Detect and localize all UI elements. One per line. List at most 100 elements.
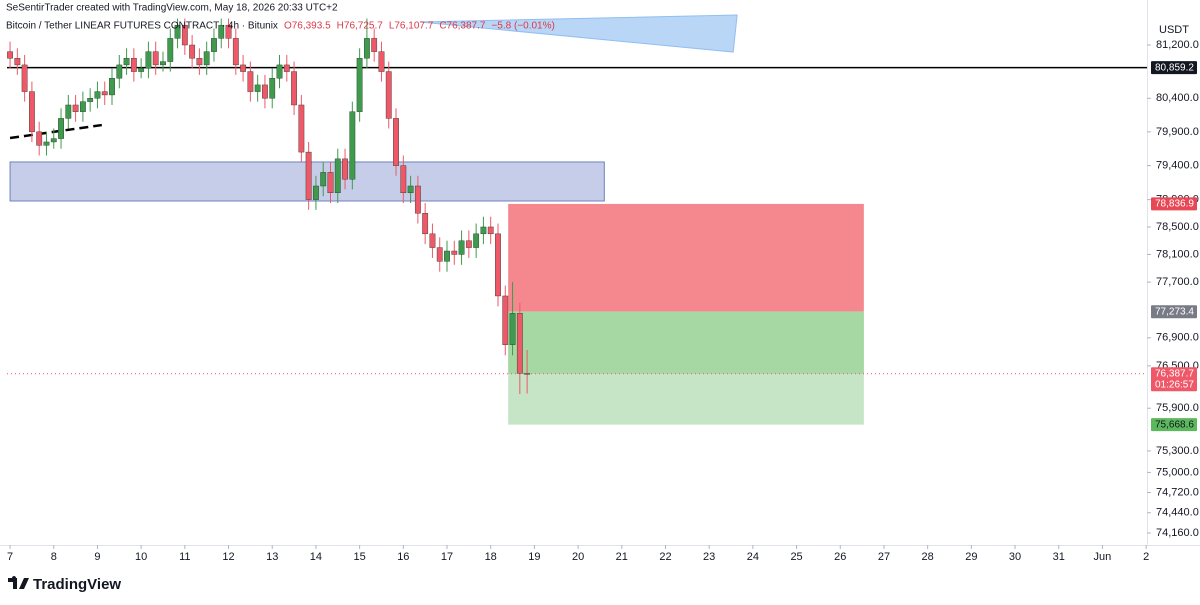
open-profit-zone	[508, 311, 864, 374]
candle-body	[473, 233, 480, 248]
y-tick-label: 78,500.0	[1156, 221, 1199, 233]
y-tick-label: 75,000.0	[1156, 466, 1199, 478]
candle-body	[79, 101, 86, 112]
x-tick-label: 18	[485, 551, 497, 563]
candle-body	[364, 38, 370, 59]
stop-label: 78,836.9	[1155, 199, 1194, 210]
candle-body	[58, 118, 64, 139]
candle-body	[342, 158, 348, 180]
y-tick-label: 75,900.0	[1156, 402, 1199, 414]
candle-body	[174, 24, 181, 39]
x-tick-label: 13	[266, 551, 278, 563]
candle-body	[444, 250, 450, 262]
plot-area	[7, 14, 1147, 425]
candle-body	[385, 71, 392, 119]
candle-body	[378, 51, 385, 72]
candle-body	[181, 24, 188, 46]
candle-body	[262, 84, 268, 99]
candle-body	[138, 68, 145, 72]
candle-body	[254, 84, 261, 92]
candle-body	[218, 24, 225, 39]
y-tick-label: 74,160.0	[1156, 527, 1199, 539]
candle-body	[298, 104, 305, 153]
candle-body	[436, 247, 443, 262]
candle-body	[50, 138, 57, 143]
candle-body	[516, 313, 523, 374]
y-tick-label: 75,300.0	[1156, 445, 1199, 457]
x-tick-label: 17	[441, 551, 453, 563]
candle-body	[7, 51, 13, 59]
candle-body	[487, 226, 494, 235]
candle-body	[101, 91, 108, 96]
candle-body	[116, 64, 123, 79]
candle-body	[407, 185, 414, 194]
x-tick-label: 31	[1053, 551, 1065, 563]
last-price-label-bg	[1151, 367, 1197, 392]
x-tick-label: 27	[878, 551, 890, 563]
y-tick-label: 77,700.0	[1156, 276, 1199, 288]
y-tick-label: 79,900.0	[1156, 126, 1199, 138]
candle-body	[240, 64, 246, 72]
wedge-drawing	[419, 14, 738, 53]
candle-body	[232, 38, 239, 66]
candle-body	[276, 64, 283, 79]
y-tick-label: 80,400.0	[1156, 92, 1199, 104]
x-tick-label: 24	[747, 551, 759, 563]
candle-body	[480, 226, 487, 235]
last-price-label: 76,387.7	[1155, 368, 1194, 379]
x-tick-label: 29	[965, 551, 977, 563]
candle-body	[225, 24, 232, 39]
candle-body	[291, 71, 297, 106]
candle-body	[269, 78, 276, 99]
x-tick-label: 16	[397, 551, 409, 563]
last-price-countdown: 01:26:57	[1155, 379, 1194, 390]
candle-body	[145, 51, 152, 69]
x-tick-label: 30	[1009, 551, 1021, 563]
hline-label-bg	[1151, 61, 1197, 75]
candle-body	[313, 185, 319, 200]
y-tick-label: 79,400.0	[1156, 160, 1199, 172]
candle-body	[29, 91, 35, 133]
candle-body	[189, 44, 196, 59]
x-tick-label: Jun	[1094, 551, 1112, 563]
candle-body	[43, 141, 50, 146]
x-tick-label: 12	[222, 551, 234, 563]
x-tick-label: 28	[922, 551, 934, 563]
ohlc-value: H76,725.7	[337, 21, 384, 32]
x-tick-label: 26	[834, 551, 846, 563]
candle-body	[502, 295, 509, 345]
ohlc-value: L76,107.7	[389, 21, 434, 32]
candle-body	[130, 58, 137, 72]
candle-body	[320, 172, 327, 187]
candle-body	[196, 58, 203, 66]
candle-body	[203, 51, 210, 66]
candle-body	[305, 151, 312, 200]
x-tick-label: 7	[7, 551, 13, 563]
x-tick-label: 2	[1143, 551, 1149, 563]
candle-body	[414, 185, 421, 214]
x-tick-label: 19	[528, 551, 540, 563]
candle-body	[465, 240, 472, 248]
candle-body	[349, 111, 356, 180]
candle-body	[371, 38, 378, 52]
trend-line	[9, 123, 102, 140]
x-tick-label: 23	[703, 551, 715, 563]
x-tick-label: 14	[310, 551, 322, 563]
candle-body	[14, 58, 21, 66]
candle-body	[429, 233, 436, 248]
candle-body	[356, 58, 363, 112]
candle-body	[211, 38, 217, 52]
hline-label: 80,859.2	[1155, 62, 1194, 73]
y-tick-label: 74,720.0	[1156, 486, 1199, 498]
candle-body	[495, 233, 501, 297]
candle-body	[160, 61, 166, 66]
x-tick-label: 25	[790, 551, 802, 563]
y-tick-label: 78,100.0	[1156, 248, 1199, 260]
candle-body	[94, 91, 101, 99]
candle-body	[458, 240, 465, 255]
candle-body	[283, 64, 290, 72]
symbol: Bitcoin / Tether LINEAR FUTURES CONTRACT…	[6, 21, 278, 32]
change: −5.8 (−0.01%)	[491, 21, 554, 32]
credit: SeSentirTrader created with TradingView.…	[6, 3, 338, 14]
